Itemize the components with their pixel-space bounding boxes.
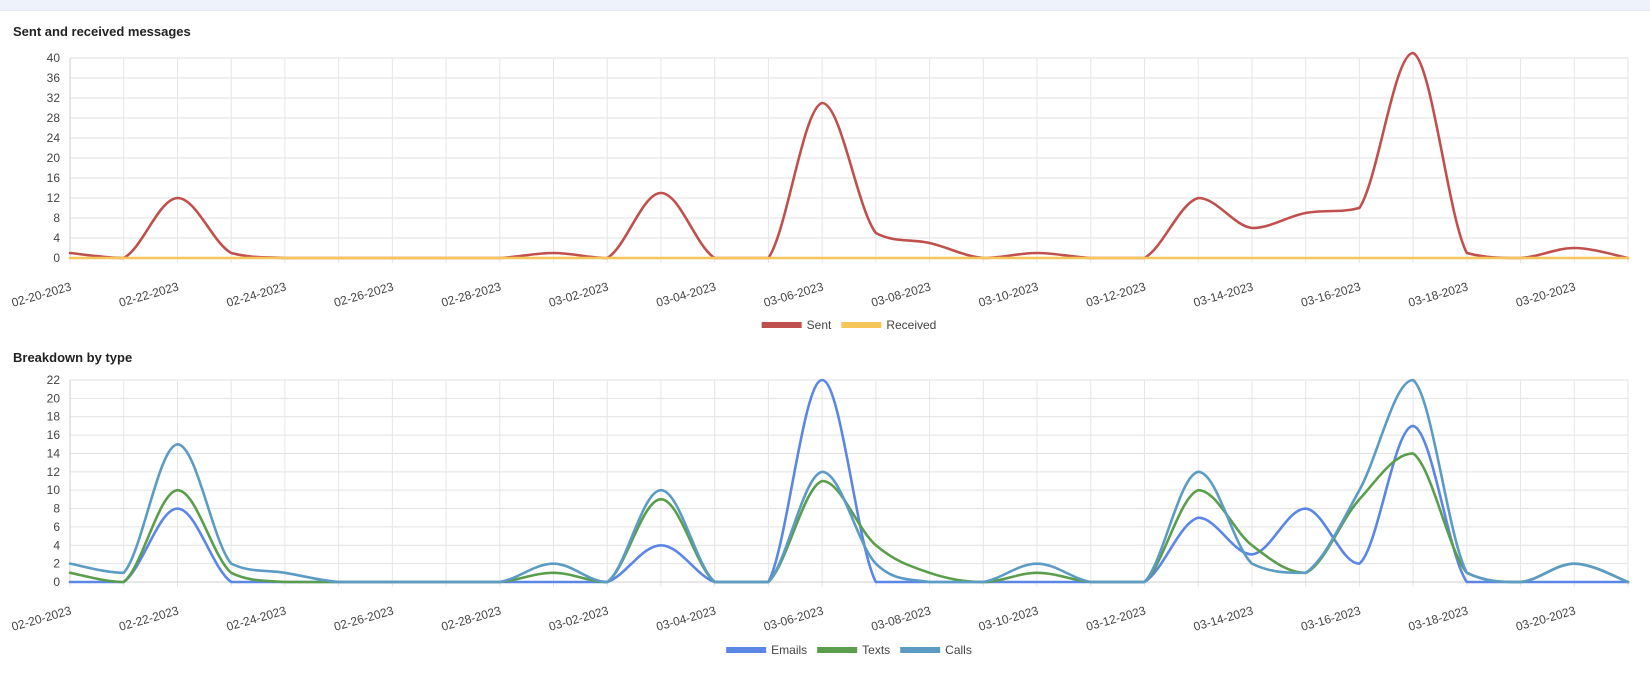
legend-swatch-emails bbox=[726, 647, 767, 653]
y-tick-label: 8 bbox=[53, 211, 60, 225]
legend-swatch-sent bbox=[761, 322, 802, 328]
x-tick-label: 03-06-2023 bbox=[762, 603, 825, 633]
legend-swatch-received bbox=[841, 322, 882, 328]
legend-label-texts: Texts bbox=[862, 643, 890, 657]
x-tick-label: 02-26-2023 bbox=[332, 603, 395, 633]
y-tick-label: 16 bbox=[47, 171, 61, 185]
legend-label-received: Received bbox=[886, 318, 936, 330]
y-tick-label: 18 bbox=[47, 410, 61, 424]
y-tick-label: 12 bbox=[47, 191, 61, 205]
x-tick-label: 02-20-2023 bbox=[10, 603, 73, 633]
x-tick-label: 03-04-2023 bbox=[655, 603, 718, 633]
y-tick-label: 6 bbox=[53, 520, 60, 534]
series-line-emails bbox=[68, 378, 1630, 584]
y-tick-label: 24 bbox=[47, 131, 61, 145]
legend-label-emails: Emails bbox=[771, 643, 807, 657]
x-tick-label: 03-14-2023 bbox=[1192, 603, 1255, 633]
chart-title-sent-received: Sent and received messages bbox=[13, 24, 191, 39]
legend: Sent Received bbox=[761, 318, 936, 330]
legend: Emails Texts Calls bbox=[726, 643, 972, 657]
legend-swatch-texts bbox=[817, 647, 858, 653]
y-tick-label: 40 bbox=[47, 51, 61, 65]
x-tick-label: 03-12-2023 bbox=[1084, 603, 1147, 633]
y-tick-label: 36 bbox=[47, 71, 61, 85]
y-tick-label: 22 bbox=[47, 373, 61, 387]
series-line-texts bbox=[68, 452, 1630, 584]
y-tick-label: 4 bbox=[53, 231, 60, 245]
x-tick-label: 02-22-2023 bbox=[117, 603, 180, 633]
x-tick-label: 02-28-2023 bbox=[440, 603, 503, 633]
y-tick-label: 4 bbox=[53, 538, 60, 552]
y-tick-label: 8 bbox=[53, 502, 60, 516]
y-tick-label: 2 bbox=[53, 557, 60, 571]
y-tick-label: 0 bbox=[53, 575, 60, 589]
x-tick-label: 03-08-2023 bbox=[870, 603, 933, 633]
gridlines bbox=[69, 379, 1629, 587]
legend-label-calls: Calls bbox=[945, 643, 972, 657]
x-tick-label: 03-18-2023 bbox=[1407, 603, 1470, 633]
top-bar bbox=[0, 0, 1650, 11]
y-tick-label: 16 bbox=[47, 428, 61, 442]
y-tick-label: 32 bbox=[47, 91, 61, 105]
y-tick-label: 14 bbox=[47, 446, 61, 460]
x-tick-label: 03-10-2023 bbox=[977, 603, 1040, 633]
x-tick-label: 03-16-2023 bbox=[1299, 603, 1362, 633]
y-tick-label: 20 bbox=[47, 391, 61, 405]
legend-swatch-calls bbox=[900, 647, 941, 653]
legend-label-sent: Sent bbox=[807, 318, 832, 330]
y-tick-label: 0 bbox=[53, 251, 60, 265]
y-tick-label: 28 bbox=[47, 111, 61, 125]
y-tick-label: 20 bbox=[47, 151, 61, 165]
y-tick-label: 12 bbox=[47, 465, 61, 479]
series-line-calls bbox=[68, 378, 1630, 584]
x-tick-label: 03-02-2023 bbox=[547, 603, 610, 633]
y-tick-label: 10 bbox=[47, 483, 61, 497]
chart-title-breakdown: Breakdown by type bbox=[13, 350, 133, 365]
x-tick-label: 02-24-2023 bbox=[225, 603, 288, 633]
x-tick-label: 03-20-2023 bbox=[1514, 603, 1577, 633]
